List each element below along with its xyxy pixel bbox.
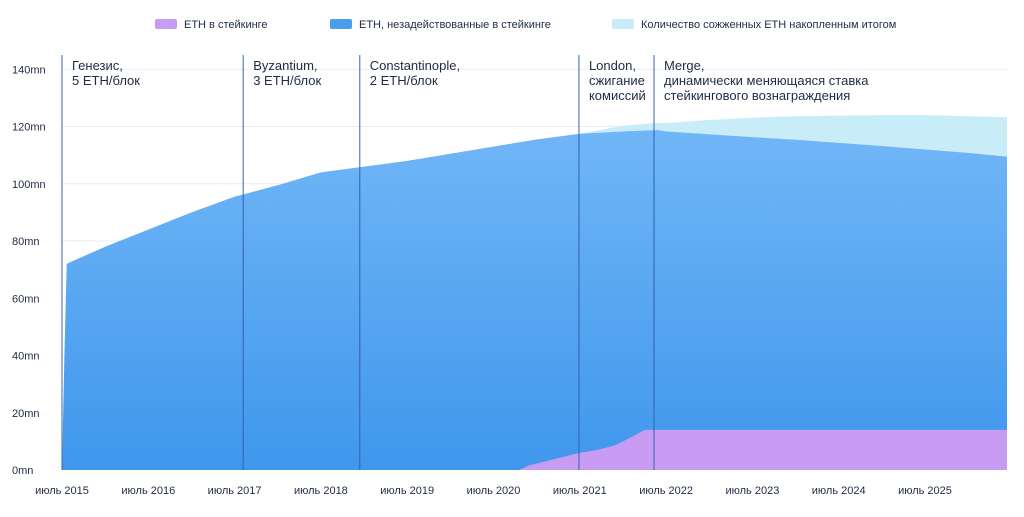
- event-label: Генезис,: [72, 58, 123, 73]
- series-areas: [62, 115, 1007, 471]
- watermark-logo: [238, 161, 252, 176]
- x-axis: июль 2015 июль 2016 июль 2017 июль 2018 июль…: [35, 485, 952, 497]
- event-label: Merge,: [664, 58, 704, 73]
- event-marker: Merge,динамически меняющаяся ставкастейк…: [653, 55, 869, 470]
- y-tick-label: 20mn: [12, 408, 40, 420]
- x-tick-label: июль 2020: [467, 485, 521, 497]
- x-tick-label: июль 2021: [553, 485, 607, 497]
- event-label: сжигание: [589, 73, 645, 88]
- event-label: London,: [589, 58, 636, 73]
- x-tick-label: июль 2017: [208, 485, 262, 497]
- event-annotations: Генезис,5 ETH/блок Byzantium,3 ETH/блок Co…: [61, 55, 869, 470]
- watermark-logo: [103, 161, 117, 176]
- x-tick-label: июль 2016: [121, 485, 175, 497]
- x-tick-label: июль 2015: [35, 485, 89, 497]
- x-tick-label: июль 2022: [639, 485, 693, 497]
- legend: ETH в стейкинге ETH, незадействованные в …: [155, 19, 896, 31]
- event-label: стейкингового вознаграждения: [664, 88, 850, 103]
- watermark-logo: [978, 91, 992, 106]
- event-marker: Генезис,5 ETH/блок: [61, 55, 140, 470]
- y-tick-label: 100mn: [12, 179, 46, 191]
- event-label: 3 ETH/блок: [253, 73, 321, 88]
- event-marker: Constantinople,2 ETH/блок: [359, 55, 460, 470]
- event-label: 2 ETH/блок: [370, 73, 438, 88]
- watermark-logo: [168, 91, 182, 106]
- y-tick-label: 60mn: [12, 293, 40, 305]
- watermark-logo: [708, 91, 722, 106]
- event-label: динамически меняющаяся ставка: [664, 73, 869, 88]
- watermark-logo: [438, 91, 452, 106]
- legend-item: Количество сожженных ETH накопленным ито…: [612, 19, 896, 31]
- legend-label: ETH в стейкинге: [184, 19, 268, 31]
- x-tick-label: июль 2023: [725, 485, 779, 497]
- x-tick-label: июль 2019: [380, 485, 434, 497]
- area-unstaked-eth: [62, 129, 1007, 471]
- legend-label: Количество сожженных ETH накопленным ито…: [641, 19, 896, 31]
- y-tick-label: 80mn: [12, 236, 40, 248]
- watermark-logo: [843, 91, 857, 106]
- y-tick-label: 0mn: [12, 465, 33, 477]
- y-tick-label: 120mn: [12, 122, 46, 134]
- legend-item: ETH в стейкинге: [155, 19, 268, 31]
- y-axis: 0mn 20mn 40mn 60mn 80mn 100mn 120mn 140mn: [12, 64, 46, 477]
- watermark-logo: [48, 231, 62, 246]
- event-label: Byzantium,: [253, 58, 317, 73]
- watermark-logo: [48, 91, 62, 106]
- y-tick-label: 40mn: [12, 351, 40, 363]
- event-label: Constantinople,: [370, 58, 460, 73]
- legend-swatch: [330, 19, 352, 29]
- area-staked-eth: [62, 429, 1007, 470]
- x-tick-label: июль 2025: [898, 485, 952, 497]
- x-tick-label: июль 2024: [812, 485, 866, 497]
- watermark-logo: [573, 91, 587, 106]
- legend-label: ETH, незадействованные в стейкинге: [359, 19, 551, 31]
- event-label: 5 ETH/блок: [72, 73, 140, 88]
- watermark-logo: [303, 91, 317, 106]
- event-marker: Byzantium,3 ETH/блок: [242, 55, 322, 470]
- event-label: комиссий: [589, 88, 646, 103]
- legend-item: ETH, незадействованные в стейкинге: [330, 19, 551, 31]
- legend-swatch: [612, 19, 634, 29]
- y-tick-label: 140mn: [12, 64, 46, 76]
- x-tick-label: июль 2018: [294, 485, 348, 497]
- legend-swatch: [155, 19, 177, 29]
